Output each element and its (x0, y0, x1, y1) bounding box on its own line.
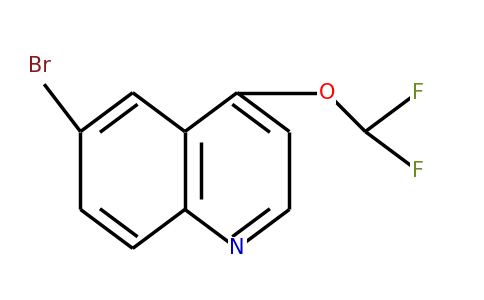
Text: O: O (318, 82, 335, 103)
Text: F: F (411, 160, 424, 181)
Text: N: N (229, 238, 245, 258)
Text: Br: Br (28, 56, 51, 76)
Text: F: F (411, 82, 424, 103)
